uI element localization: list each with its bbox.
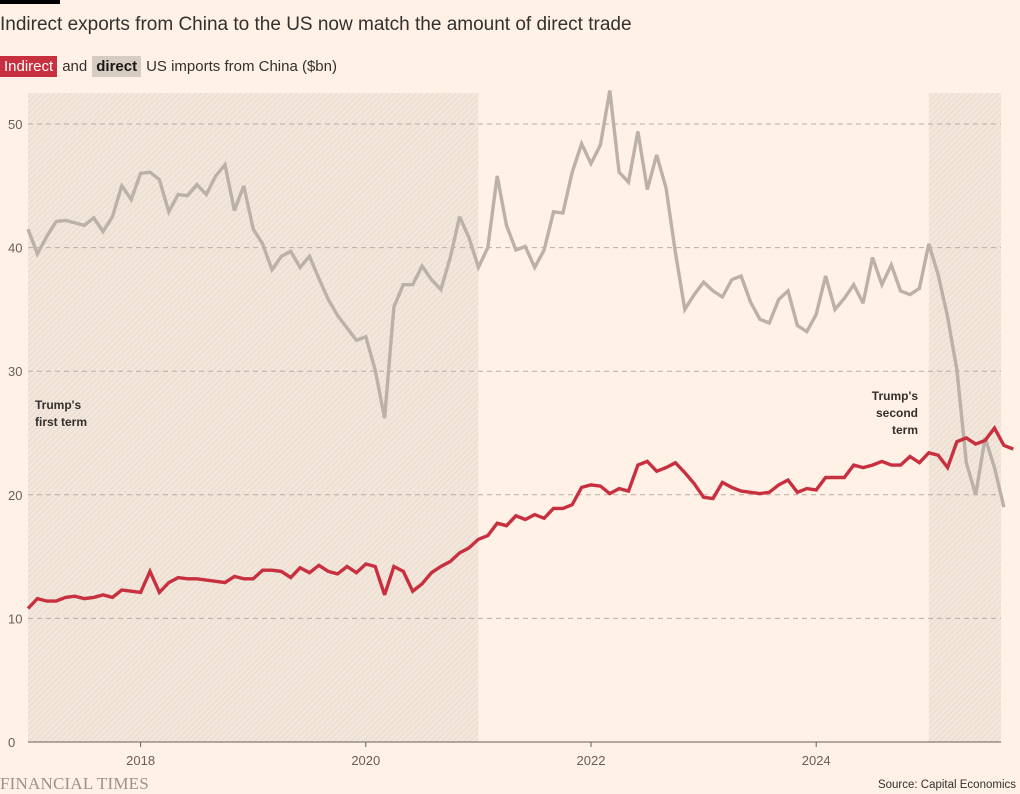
x-tick-label: 2024 xyxy=(802,753,831,768)
legend-and: and xyxy=(62,58,88,75)
annotation-second-term: term xyxy=(892,423,918,437)
x-tick-label: 2022 xyxy=(577,753,606,768)
annotation-first-term: first term xyxy=(35,415,87,429)
shaded-period-2 xyxy=(928,93,1001,742)
x-tick-label: 2020 xyxy=(351,753,380,768)
legend-description: US imports from China ($bn) xyxy=(146,58,337,75)
series-line-indirect xyxy=(26,424,1014,610)
shaded-period-1 xyxy=(28,93,479,742)
x-tick-label: 2018 xyxy=(126,753,155,768)
annotation-first-term: Trump's xyxy=(35,398,82,412)
y-tick-label: 0 xyxy=(8,735,15,750)
legend-direct: direct xyxy=(92,56,142,77)
y-tick-label: 10 xyxy=(8,611,22,626)
series-line-direct xyxy=(26,90,1006,508)
ft-top-bar xyxy=(0,0,60,4)
legend-indirect: Indirect xyxy=(0,56,58,77)
y-tick-label: 30 xyxy=(8,364,22,379)
annotation-second-term: Trump's xyxy=(872,389,919,403)
chart-subtitle: Indirect and direct US imports from Chin… xyxy=(0,56,337,77)
annotation-second-term: second xyxy=(876,406,918,420)
source-note: Source: Capital Economics xyxy=(877,779,1016,791)
chart-title: Indirect exports from China to the US no… xyxy=(0,14,632,35)
y-tick-label: 20 xyxy=(8,488,22,503)
ft-logo: FINANCIAL TIMES xyxy=(0,774,149,793)
y-tick-label: 40 xyxy=(8,241,22,256)
y-tick-label: 50 xyxy=(8,117,22,132)
